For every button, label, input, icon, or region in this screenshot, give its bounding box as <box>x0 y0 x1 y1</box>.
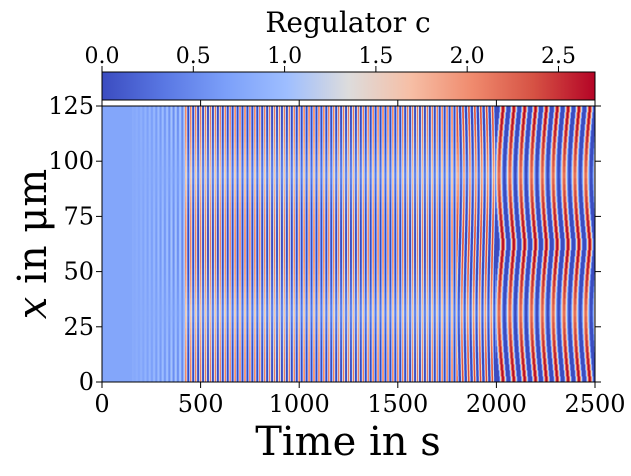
colorbar-gradient <box>102 72 595 100</box>
heatmap-field <box>102 106 595 382</box>
colorbar-tick-label: 0.5 <box>176 44 211 69</box>
colorbar-tick-label: 2.0 <box>450 44 485 69</box>
colorbar-tick-label: 1.0 <box>267 44 302 69</box>
colorbar: Regulator c 0.0 0.5 1.0 1.5 2.0 2.5 <box>85 6 596 100</box>
colorbar-ticks: 0.0 0.5 1.0 1.5 2.0 2.5 <box>85 44 576 72</box>
colorbar-label: Regulator c <box>265 6 430 39</box>
colorbar-tick-label: 1.5 <box>358 44 393 69</box>
colorbar-tick-label: 0.0 <box>85 44 120 69</box>
colorbar-tick-label: 2.5 <box>541 44 576 69</box>
